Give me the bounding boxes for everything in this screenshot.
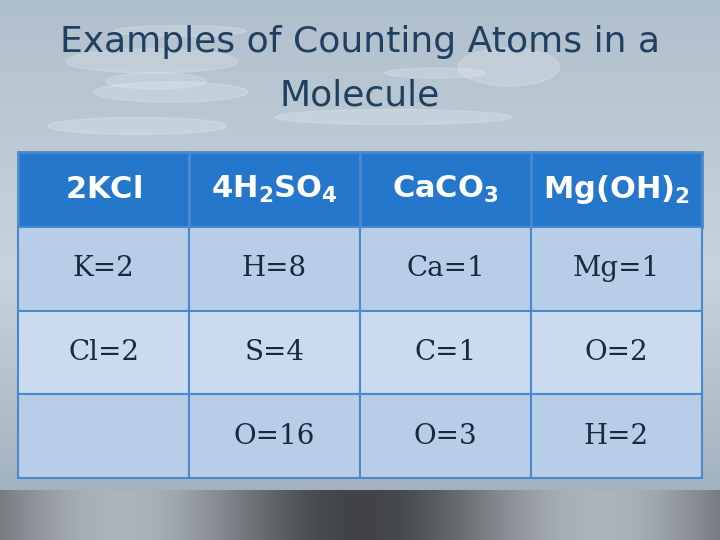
Bar <box>531 152 702 227</box>
Bar <box>360 227 531 310</box>
Text: Examples of Counting Atoms in a: Examples of Counting Atoms in a <box>60 25 660 59</box>
Text: Ca=1: Ca=1 <box>406 255 485 282</box>
Ellipse shape <box>94 82 248 102</box>
Text: K=2: K=2 <box>73 255 135 282</box>
Text: Mg=1: Mg=1 <box>573 255 660 282</box>
Ellipse shape <box>106 73 206 89</box>
Text: $\mathbf{Mg(OH)_2}$: $\mathbf{Mg(OH)_2}$ <box>543 173 690 206</box>
Bar <box>18 152 189 227</box>
Bar <box>531 227 702 310</box>
Text: $\mathbf{2KCl}$: $\mathbf{2KCl}$ <box>65 175 142 204</box>
Ellipse shape <box>66 49 238 73</box>
Bar <box>360 394 531 478</box>
Text: O=3: O=3 <box>414 423 477 450</box>
Text: $\mathbf{CaCO_3}$: $\mathbf{CaCO_3}$ <box>392 174 499 205</box>
Text: Molecule: Molecule <box>280 78 440 112</box>
Ellipse shape <box>385 68 485 78</box>
Ellipse shape <box>48 118 227 134</box>
Bar <box>360 152 531 227</box>
Text: Cl=2: Cl=2 <box>68 339 139 366</box>
Bar <box>18 394 189 478</box>
Text: C=1: C=1 <box>415 339 477 366</box>
Text: $\mathbf{4H_2SO_4}$: $\mathbf{4H_2SO_4}$ <box>211 174 338 205</box>
Bar <box>360 310 531 394</box>
Bar <box>531 394 702 478</box>
Bar <box>189 310 360 394</box>
Ellipse shape <box>114 25 246 37</box>
Text: S=4: S=4 <box>245 339 305 366</box>
Bar <box>18 227 189 310</box>
Text: O=16: O=16 <box>234 423 315 450</box>
Bar <box>18 310 189 394</box>
Text: H=8: H=8 <box>242 255 307 282</box>
Text: O=2: O=2 <box>585 339 648 366</box>
Ellipse shape <box>459 48 559 86</box>
Bar <box>189 152 360 227</box>
Ellipse shape <box>274 110 511 125</box>
Bar <box>531 310 702 394</box>
Text: H=2: H=2 <box>584 423 649 450</box>
Bar <box>189 394 360 478</box>
Bar <box>189 227 360 310</box>
